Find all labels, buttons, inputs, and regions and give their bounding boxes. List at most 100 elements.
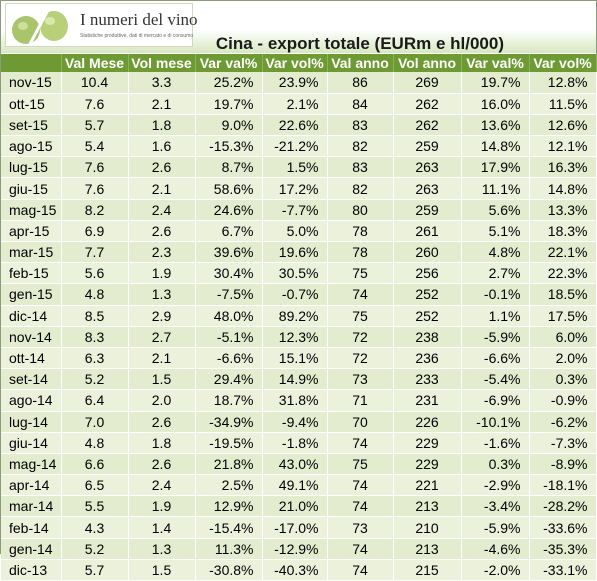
vol-mese-cell: 2.7 <box>128 326 196 348</box>
var-val-mese-cell: -15.4% <box>195 516 263 539</box>
val-anno-cell: 72 <box>327 347 394 370</box>
val-anno-cell: 86 <box>327 72 394 94</box>
val-mese-cell: 8.2 <box>61 199 129 221</box>
column-header: Val Mese <box>61 54 129 72</box>
table-row: set-15 5.7 1.8 9.0% 22.6% 83 262 13.6% 12.6% <box>1 114 597 137</box>
var-val-anno-cell: -6.6% <box>461 347 530 370</box>
var-vol-anno-cell: -0.9% <box>529 389 597 412</box>
val-mese-cell: 5.6 <box>61 262 129 285</box>
val-anno-cell: 75 <box>327 262 394 285</box>
vol-anno-cell: 269 <box>393 72 462 94</box>
month-cell: mag-14 <box>1 453 62 476</box>
vol-anno-cell: 260 <box>393 241 462 264</box>
vol-anno-cell: 261 <box>393 220 462 243</box>
var-vol-anno-cell: -28.2% <box>529 495 597 518</box>
var-vol-anno-cell: 12.8% <box>529 72 597 94</box>
val-mese-cell: 5.7 <box>61 559 129 581</box>
val-anno-cell: 73 <box>327 368 394 391</box>
var-vol-mese-cell: 15.1% <box>262 347 328 370</box>
var-vol-mese-cell: 30.5% <box>262 262 328 285</box>
vol-anno-cell: 238 <box>393 326 462 348</box>
val-mese-cell: 7.0 <box>61 411 129 433</box>
table-row: mar-14 5.5 1.9 12.9% 21.0% 74 213 -3.4% -28.2% <box>1 495 597 518</box>
var-val-anno-cell: 4.8% <box>461 241 530 264</box>
var-vol-anno-cell: -33.1% <box>529 559 597 581</box>
column-header <box>1 54 62 72</box>
logo-title: I numeri del vino <box>80 10 198 29</box>
var-vol-mese-cell: 21.0% <box>262 495 328 518</box>
var-vol-anno-cell: 17.5% <box>529 305 597 327</box>
val-anno-cell: 82 <box>327 135 394 158</box>
vol-anno-cell: 236 <box>393 347 462 370</box>
val-mese-cell: 6.6 <box>61 453 129 476</box>
val-mese-cell: 5.5 <box>61 495 129 518</box>
val-anno-cell: 75 <box>327 305 394 327</box>
table-row: ott-15 7.6 2.1 19.7% 2.1% 84 262 16.0% 11.5% <box>1 93 597 115</box>
var-vol-mese-cell: -7.7% <box>262 199 328 221</box>
vol-anno-cell: 256 <box>393 262 462 285</box>
val-anno-cell: 82 <box>327 177 394 200</box>
header: I numeri del vino Statistiche produttive… <box>1 1 596 53</box>
column-header: Vol mese <box>128 54 196 72</box>
var-vol-anno-cell: 22.3% <box>529 262 597 285</box>
var-vol-anno-cell: 12.1% <box>529 135 597 158</box>
var-val-anno-cell: -5.4% <box>461 368 530 391</box>
var-val-anno-cell: 16.0% <box>461 93 530 115</box>
vol-anno-cell: 263 <box>393 177 462 200</box>
vol-anno-cell: 259 <box>393 135 462 158</box>
val-mese-cell: 5.7 <box>61 114 129 137</box>
vol-mese-cell: 1.8 <box>128 114 196 137</box>
val-mese-cell: 6.9 <box>61 220 129 243</box>
var-vol-mese-cell: 5.0% <box>262 220 328 243</box>
var-val-anno-cell: 11.1% <box>461 177 530 200</box>
val-anno-cell: 74 <box>327 495 394 518</box>
var-val-mese-cell: -15.3% <box>195 135 263 158</box>
vol-mese-cell: 2.9 <box>128 305 196 327</box>
month-cell: feb-15 <box>1 262 62 285</box>
var-vol-mese-cell: 12.3% <box>262 326 328 348</box>
month-cell: mag-15 <box>1 199 62 221</box>
val-anno-cell: 83 <box>327 156 394 179</box>
var-vol-mese-cell: 22.6% <box>262 114 328 137</box>
var-val-mese-cell: 9.0% <box>195 114 263 137</box>
month-cell: ott-15 <box>1 93 62 115</box>
var-vol-anno-cell: 22.1% <box>529 241 597 264</box>
var-val-mese-cell: -19.5% <box>195 432 263 454</box>
val-anno-cell: 80 <box>327 199 394 221</box>
month-cell: mar-15 <box>1 241 62 264</box>
val-mese-cell: 4.8 <box>61 283 129 306</box>
var-val-mese-cell: -6.6% <box>195 347 263 370</box>
month-cell: gen-14 <box>1 538 62 560</box>
vol-anno-cell: 226 <box>393 411 462 433</box>
var-vol-mese-cell: 31.8% <box>262 389 328 412</box>
table-row: dic-13 5.7 1.5 -30.8% -40.3% 74 215 -2.0% -33.1% <box>1 559 597 581</box>
vol-anno-cell: 233 <box>393 368 462 391</box>
var-vol-mese-cell: 1.5% <box>262 156 328 179</box>
vol-anno-cell: 213 <box>393 495 462 518</box>
var-vol-anno-cell: -6.2% <box>529 411 597 433</box>
val-anno-cell: 74 <box>327 538 394 560</box>
var-val-mese-cell: 6.7% <box>195 220 263 243</box>
month-cell: lug-15 <box>1 156 62 179</box>
val-mese-cell: 6.4 <box>61 389 129 412</box>
vol-mese-cell: 2.6 <box>128 453 196 476</box>
table-row: ago-14 6.4 2.0 18.7% 31.8% 71 231 -6.9% -0.9% <box>1 389 597 412</box>
val-mese-cell: 7.6 <box>61 93 129 115</box>
var-vol-anno-cell: 18.3% <box>529 220 597 243</box>
var-vol-anno-cell: 14.8% <box>529 177 597 200</box>
vol-anno-cell: 221 <box>393 474 462 497</box>
var-val-mese-cell: 25.2% <box>195 72 263 94</box>
vol-anno-cell: 252 <box>393 305 462 327</box>
month-cell: feb-14 <box>1 516 62 539</box>
chart-title: Cina - export totale (EURm e hl/000) <box>215 34 504 53</box>
var-val-anno-cell: -2.0% <box>461 559 530 581</box>
var-val-mese-cell: 39.6% <box>195 241 263 264</box>
var-vol-mese-cell: -12.9% <box>262 538 328 560</box>
table-row: giu-15 7.6 2.1 58.6% 17.2% 82 263 11.1% 14.8% <box>1 177 597 200</box>
var-val-anno-cell: -6.9% <box>461 389 530 412</box>
vol-mese-cell: 2.6 <box>128 411 196 433</box>
var-vol-mese-cell: 43.0% <box>262 453 328 476</box>
vol-mese-cell: 2.4 <box>128 474 196 497</box>
val-anno-cell: 74 <box>327 559 394 581</box>
table-row: gen-15 4.8 1.3 -7.5% -0.7% 74 252 -0.1% 18.5% <box>1 283 597 306</box>
